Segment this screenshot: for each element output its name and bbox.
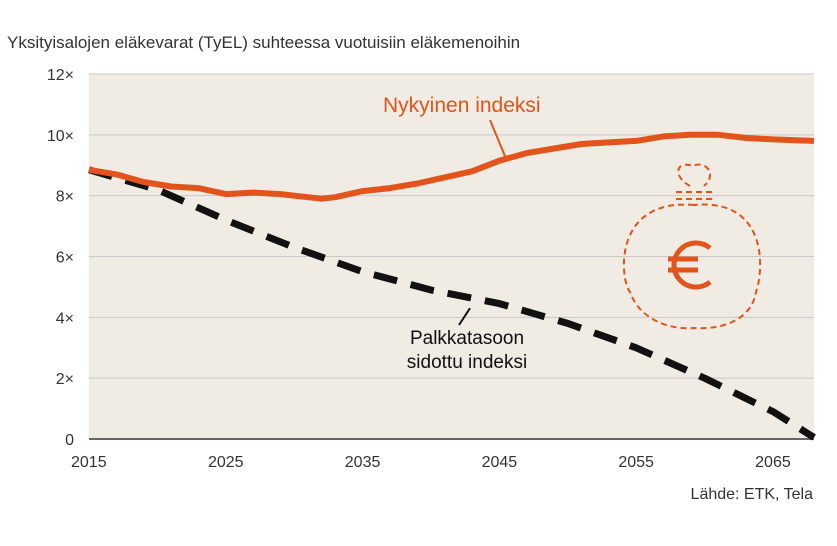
gridlines [89, 73, 814, 440]
x-tick-label: 2065 [755, 454, 791, 471]
x-tick-label: 2055 [618, 454, 654, 471]
annotation-nykyinen: Nykyinen indeksi [383, 94, 541, 117]
series-line-1 [88, 166, 816, 441]
x-tick-label: 2035 [345, 454, 381, 471]
y-axis: 0 2× 4× 6× 8× 10× 12× [47, 67, 74, 449]
y-tick-label: 2× [56, 371, 74, 388]
annotation-leader [458, 307, 471, 326]
y-tick-label: 0 [65, 432, 74, 449]
annotation-palkkatasoon-line: Palkkatasoon [410, 328, 524, 349]
annotation-palkkatasoon-line: sidottu indeksi [407, 352, 527, 373]
x-axis: 2015 2025 2035 2045 2055 2065 [71, 454, 791, 471]
annotation-leader [489, 119, 506, 157]
y-tick-label: 10× [47, 128, 74, 145]
x-tick-label: 2045 [482, 454, 518, 471]
x-tick-label: 2015 [71, 454, 107, 471]
series-group: Nykyinen indeksi Palkkatasoon sidottu inde… [88, 94, 816, 441]
source-note: Lähde: ETK, Tela [691, 486, 814, 503]
money-bag-euro-icon [622, 163, 762, 330]
y-tick-label: 12× [47, 67, 74, 84]
series-line-0 [88, 131, 815, 202]
x-tick-label: 2025 [208, 454, 244, 471]
y-tick-label: 8× [56, 189, 74, 206]
y-tick-label: 4× [56, 310, 74, 327]
y-tick-label: 6× [56, 250, 74, 267]
chart-title: Yksityisalojen eläkevarat (TyEL) suhtees… [7, 33, 520, 52]
